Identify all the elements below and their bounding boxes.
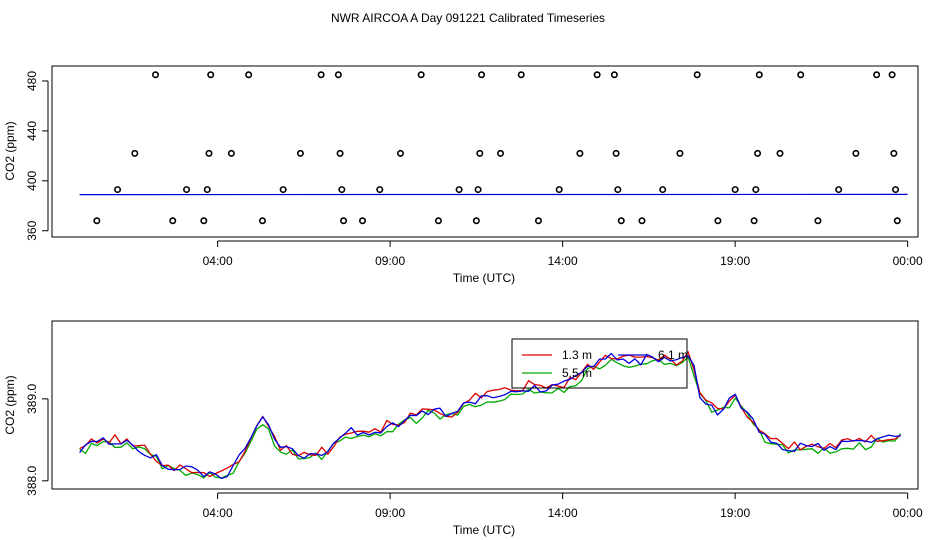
outlier-point [893, 217, 901, 225]
outlier-point [517, 71, 525, 79]
panel-top: CO2 (ppm) Time (UTC) 04:00 09:00 14:00 19:0… [3, 65, 923, 285]
outlier-point [334, 71, 342, 79]
outlier-point [183, 186, 191, 194]
outlier-point [731, 186, 739, 194]
x-axis-label-top: Time (UTC) [453, 271, 515, 285]
outlier-point [755, 71, 763, 79]
y-tick-label: 440 [25, 121, 39, 141]
outlier-point [534, 217, 542, 225]
y-axis-label-top: CO2 (ppm) [3, 121, 17, 180]
outlier-point [478, 71, 486, 79]
outlier-point [752, 186, 760, 194]
outlier-point [245, 71, 253, 79]
plot-area-top [51, 65, 919, 238]
outlier-point [203, 186, 211, 194]
outlier-point [873, 71, 881, 79]
series-line-5-5-m [79, 356, 902, 479]
outlier-point [776, 149, 784, 157]
ticks-bottom: 04:00 09:00 14:00 19:00 00:00 388.0 389.0 [25, 384, 923, 520]
series-lines-bottom [79, 351, 902, 480]
panel-bottom: CO2 (ppm) Time (UTC) 04:00 09:00 14:00 19:0… [3, 320, 923, 537]
outlier-point [474, 186, 482, 194]
outlier-point [659, 186, 667, 194]
outlier-point [617, 217, 625, 225]
legend-label: 1.3 m [562, 348, 592, 362]
series-line-6-1-m [79, 352, 901, 480]
outlier-point [638, 217, 646, 225]
outlier-point [131, 149, 139, 157]
outlier-point [555, 186, 563, 194]
outlier-point [593, 71, 601, 79]
outlier-point [750, 217, 758, 225]
outlier-point [340, 217, 348, 225]
outlier-point [576, 149, 584, 157]
outlier-point [417, 71, 425, 79]
series-line-1-3-m [79, 351, 902, 478]
outlier-point [317, 71, 325, 79]
y-tick-label: 389.0 [25, 384, 39, 414]
outlier-point [888, 71, 896, 79]
x-tick-label: 04:00 [203, 506, 233, 520]
outlier-point [455, 186, 463, 194]
outlier-point [114, 186, 122, 194]
ticks-top: 04:00 09:00 14:00 19:00 00:00 360 400 440 480 [25, 71, 923, 268]
y-tick-label: 480 [25, 71, 39, 91]
outlier-point [693, 71, 701, 79]
outlier-point [376, 186, 384, 194]
y-tick-label: 400 [25, 171, 39, 191]
outlier-point [200, 217, 208, 225]
legend-label: 6.1 m [658, 348, 688, 362]
x-tick-label: 14:00 [548, 254, 578, 268]
legend-label: 5.5 m [562, 366, 592, 380]
outlier-point [814, 217, 822, 225]
plot-area-bottom [51, 320, 919, 490]
outlier-point [676, 149, 684, 157]
outlier-point [279, 186, 287, 194]
outlier-point [434, 217, 442, 225]
outlier-point [227, 149, 235, 157]
x-axis-label-bottom: Time (UTC) [453, 523, 515, 537]
outlier-point [336, 149, 344, 157]
outlier-point [296, 149, 304, 157]
x-tick-label: 09:00 [375, 506, 405, 520]
x-tick-label: 14:00 [548, 506, 578, 520]
outlier-point [892, 186, 900, 194]
outlier-point [169, 217, 177, 225]
x-tick-label: 04:00 [203, 254, 233, 268]
outlier-point [152, 71, 160, 79]
outlier-point [338, 186, 346, 194]
outlier-point [852, 149, 860, 157]
y-axis-label-bottom: CO2 (ppm) [3, 375, 17, 434]
outlier-point [258, 217, 266, 225]
figure-title: NWR AIRCOA A Day 091221 Calibrated Times… [331, 11, 605, 25]
x-tick-label: 00:00 [893, 506, 923, 520]
outlier-point [797, 71, 805, 79]
outlier-point [754, 149, 762, 157]
x-tick-label: 19:00 [720, 506, 750, 520]
outlier-point [205, 149, 213, 157]
outlier-point [476, 149, 484, 157]
outlier-point [835, 186, 843, 194]
legend-box [511, 338, 688, 389]
outlier-point [93, 217, 101, 225]
y-tick-label: 388.0 [25, 465, 39, 495]
x-tick-label: 09:00 [375, 254, 405, 268]
outlier-point [472, 217, 480, 225]
outlier-point [890, 149, 898, 157]
outlier-point [614, 186, 622, 194]
outlier-point [610, 71, 618, 79]
outlier-point [714, 217, 722, 225]
data-points-top [79, 71, 908, 225]
outlier-point [207, 71, 215, 79]
x-tick-label: 19:00 [720, 254, 750, 268]
outlier-point [396, 149, 404, 157]
legend: 1.3 m 5.5 m 6.1 m [511, 338, 688, 389]
outlier-point [359, 217, 367, 225]
x-tick-label: 00:00 [893, 254, 923, 268]
y-tick-label: 360 [25, 220, 39, 240]
outlier-point [497, 149, 505, 157]
outlier-point [612, 149, 620, 157]
